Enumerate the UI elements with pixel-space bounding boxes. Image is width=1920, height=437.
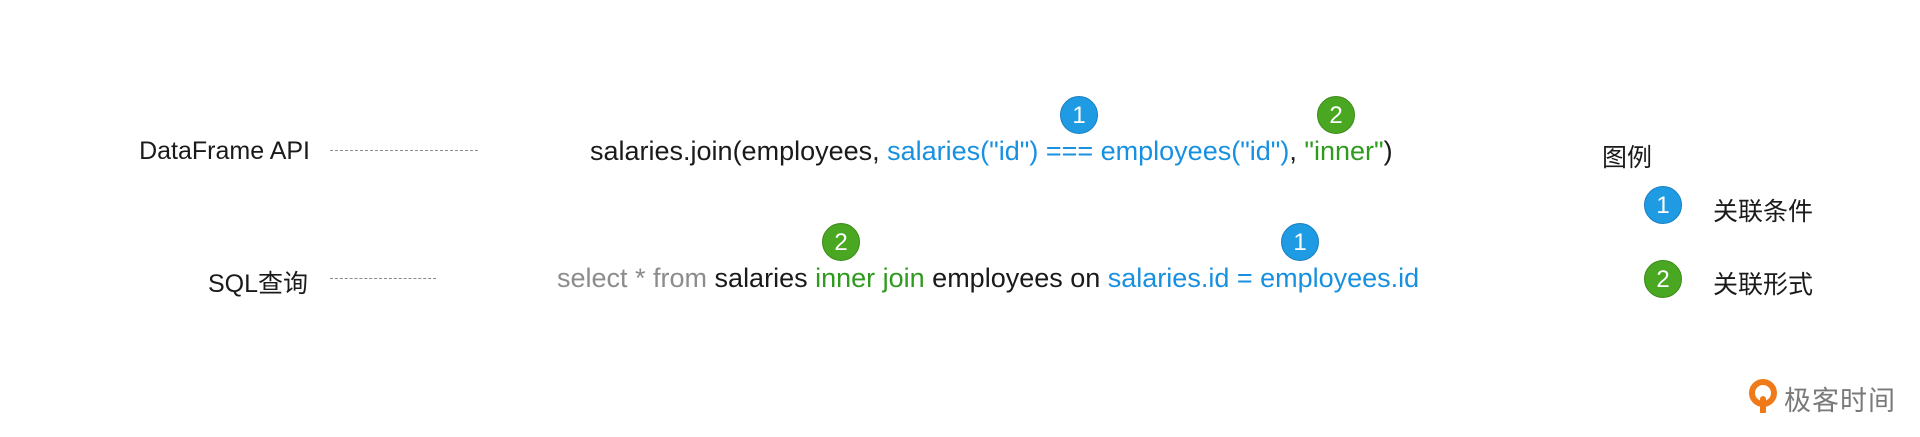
legend-join-type-label: 关联形式 — [1713, 271, 1814, 299]
sql-condition-badge: 1 — [1281, 223, 1319, 261]
sql-code-table: salaries — [714, 263, 816, 293]
dataframe-code: salaries.join(employees, salaries("id") … — [590, 136, 1393, 167]
sql-code-join-type: inner join — [815, 263, 925, 293]
geektime-logo-icon — [1748, 379, 1778, 418]
dataframe-code-join-type: "inner" — [1304, 136, 1384, 166]
legend-title: 图例 — [1602, 144, 1653, 172]
dataframe-connector-dash — [330, 150, 478, 151]
dataframe-code-join-call: salaries.join(employees, — [590, 136, 888, 166]
sql-code-condition: salaries.id = employees.id — [1107, 263, 1420, 293]
legend-join-type-badge: 2 — [1644, 260, 1682, 298]
legend-condition-label: 关联条件 — [1713, 198, 1814, 226]
dataframe-condition-badge: 1 — [1060, 96, 1098, 134]
dataframe-code-condition: salaries("id") === employees("id") — [887, 136, 1290, 166]
dataframe-code-close: ) — [1383, 136, 1393, 166]
dataframe-api-label: DataFrame API — [139, 137, 310, 165]
dataframe-join-type-badge: 2 — [1317, 96, 1355, 134]
sql-code: select * from salaries inner join employ… — [557, 263, 1419, 294]
sql-connector-dash — [330, 278, 436, 279]
dataframe-code-comma: , — [1289, 136, 1305, 166]
geektime-logo-text: 极客时间 — [1784, 386, 1896, 416]
sql-code-middle: employees on — [924, 263, 1108, 293]
geektime-logo: 极客时间 — [1748, 379, 1896, 418]
sql-code-keywords: select * from — [557, 263, 715, 293]
sql-join-type-badge: 2 — [822, 223, 860, 261]
sql-query-label: SQL查询 — [207, 270, 308, 298]
legend-condition-badge: 1 — [1644, 186, 1682, 224]
